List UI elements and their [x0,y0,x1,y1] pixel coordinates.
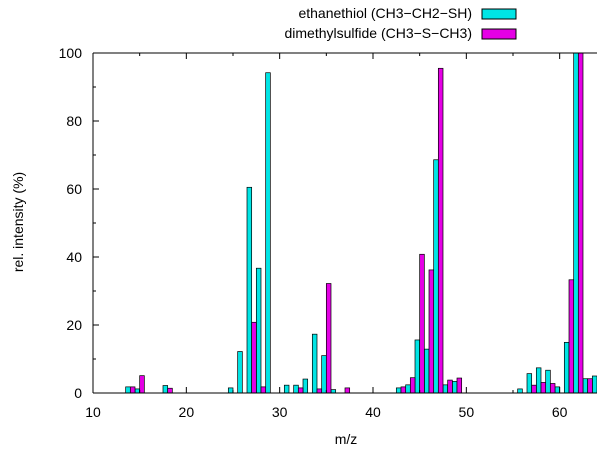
bar-ethanethiol-mz-31 [283,384,290,394]
bar-dimethylsulfide-mz-14 [129,386,136,394]
bar-ethanethiol-mz-29 [265,72,271,394]
y-tick-label: 20 [66,317,82,333]
bar-dimethylsulfide-mz-62 [577,52,584,394]
bar-ethanethiol-mz-44 [405,384,411,394]
x-tick-label: 30 [272,404,288,420]
bar-ethanethiol-mz-61 [563,341,570,394]
bar-dimethylsulfide-mz-45 [419,253,425,394]
x-tick-label: 20 [179,404,195,420]
bar-ethanethiol-mz-35 [321,355,327,394]
bar-ethanethiol-mz-25 [227,387,234,394]
axes-layer: 0 20 40 60 80 100 10 20 30 40 50 60 [59,45,597,420]
bar-ethanethiol-mz-32 [293,384,299,394]
y-tick-label: 40 [66,249,82,265]
y-tick-label: 80 [66,113,82,129]
bar-ethanethiol-mz-59 [545,369,551,394]
bar-ethanethiol-mz-48 [442,384,449,394]
bar-ethanethiol-mz-62 [573,52,579,394]
bar-dimethylsulfide-mz-43 [400,386,407,394]
bar-dimethylsulfide-mz-35 [325,283,332,394]
bar-ethanethiol-mz-14 [125,386,131,394]
legend-label-ethanethiol: ethanethiol (CH3−CH2−SH) [298,5,472,21]
bar-ethanethiol-mz-27 [246,186,253,394]
bar-dimethylsulfide-mz-34 [316,388,323,394]
legend-label-dimethylsulfide: dimethylsulfide (CH3−S−CH3) [284,25,472,41]
legend-swatch-dimethylsulfide [481,28,517,40]
bar-ethanethiol-mz-56 [517,388,523,394]
bar-ethanethiol-mz-47 [433,159,439,394]
bar-dimethylsulfide-mz-44 [409,377,416,394]
bar-ethanethiol-mz-33 [302,378,309,394]
x-tick-label: 40 [365,404,381,420]
bar-dimethylsulfide-mz-58 [540,382,547,394]
bar-ethanethiol-mz-60 [554,386,561,394]
legend: ethanethiol (CH3−CH2−SH) dimethylsulfide… [284,5,517,41]
bar-dimethylsulfide-mz-61 [568,279,575,394]
x-tick-label: 60 [552,404,568,420]
bar-ethanethiol-mz-63 [582,378,589,394]
bar-ethanethiol-mz-43 [395,387,402,394]
bar-dimethylsulfide-mz-48 [447,379,453,394]
bar-dimethylsulfide-mz-18 [167,387,173,394]
bar-dimethylsulfide-mz-47 [437,67,444,394]
y-axis-label: rel. intensity (%) [10,172,26,272]
x-axis-label: m/z [335,431,358,447]
bar-ethanethiol-mz-28 [255,267,262,394]
bar-ethanethiol-mz-26 [237,351,243,394]
y-tick-label: 0 [74,385,82,401]
bar-dimethylsulfide-mz-28 [260,386,267,394]
bar-dimethylsulfide-mz-37 [344,387,351,394]
bar-dimethylsulfide-mz-32 [297,387,304,394]
bar-ethanethiol-mz-64 [591,375,597,394]
y-tick-label: 100 [59,45,83,61]
x-tick-label: 10 [85,404,101,420]
bar-ethanethiol-mz-18 [162,385,169,394]
bar-ethanethiol-mz-49 [451,381,458,394]
bar-ethanethiol-mz-36 [330,389,337,394]
bar-dimethylsulfide-mz-15 [139,375,145,394]
bars-layer [125,52,597,394]
y-tick-label: 60 [66,181,82,197]
bar-dimethylsulfide-mz-63 [587,378,593,394]
bar-ethanethiol-mz-34 [311,333,318,394]
bar-dimethylsulfide-mz-49 [456,377,463,394]
x-tick-label: 50 [459,404,475,420]
bar-dimethylsulfide-mz-46 [428,269,435,394]
bar-dimethylsulfide-mz-27 [251,321,257,394]
bar-ethanethiol-mz-57 [526,373,533,394]
legend-swatch-ethanethiol [481,8,517,20]
bar-ethanethiol-mz-46 [423,348,430,394]
bar-ethanethiol-mz-15 [134,388,141,394]
bar-ethanethiol-mz-58 [535,367,542,394]
bar-dimethylsulfide-mz-59 [549,383,556,394]
bar-dimethylsulfide-mz-57 [531,384,537,394]
bar-ethanethiol-mz-45 [414,339,421,394]
